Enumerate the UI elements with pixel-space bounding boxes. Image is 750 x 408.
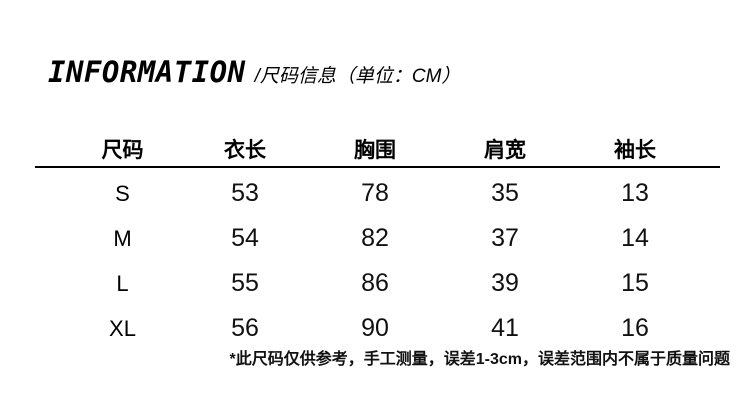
title-chinese-unit: /尺码信息（单位：CM） (254, 66, 461, 87)
column-header-size: 尺码 (101, 139, 144, 162)
column-header-bust: 胸围 (354, 139, 396, 162)
table-cell: 16 (621, 314, 649, 342)
table-row-m: M 54 82 37 14 (35, 216, 730, 261)
table-cell: 35 (491, 179, 519, 207)
footnote: *此尺码仅供参考，手工测量，误差1-3cm，误差范围内不属于质量问题 (229, 351, 730, 368)
table-cell: 78 (361, 179, 389, 207)
table-cell: 15 (621, 269, 649, 297)
table-cell: 41 (491, 314, 519, 342)
size-label: L (116, 270, 129, 296)
column-header-shoulder: 肩宽 (484, 139, 526, 162)
table-header-row: 尺码 衣长 胸围 肩宽 袖长 (35, 132, 730, 166)
size-label: XL (109, 315, 136, 341)
page-title: INFORMATION /尺码信息（单位：CM） (48, 56, 460, 88)
title-english: INFORMATION (48, 55, 246, 89)
size-table: 尺码 衣长 胸围 肩宽 袖长 S 53 78 35 13 M 54 82 37 … (35, 132, 730, 351)
table-cell: 82 (361, 224, 389, 252)
table-cell: 14 (621, 224, 649, 252)
size-label: S (115, 180, 130, 206)
table-cell: 53 (231, 179, 259, 207)
table-cell: 37 (491, 224, 519, 252)
table-cell: 39 (491, 269, 519, 297)
table-body: S 53 78 35 13 M 54 82 37 14 L 55 86 39 1… (35, 168, 730, 351)
size-label: M (113, 225, 132, 251)
column-header-length: 衣长 (224, 139, 266, 162)
table-cell: 86 (361, 269, 389, 297)
table-row-xl: XL 56 90 41 16 (35, 306, 730, 351)
table-cell: 55 (231, 269, 259, 297)
table-row-l: L 55 86 39 15 (35, 261, 730, 306)
table-row-s: S 53 78 35 13 (35, 171, 730, 216)
table-cell: 56 (231, 314, 259, 342)
column-header-sleeve: 袖长 (614, 139, 656, 162)
table-cell: 13 (621, 179, 649, 207)
table-cell: 54 (231, 224, 259, 252)
table-cell: 90 (361, 314, 389, 342)
header-divider (35, 166, 720, 168)
